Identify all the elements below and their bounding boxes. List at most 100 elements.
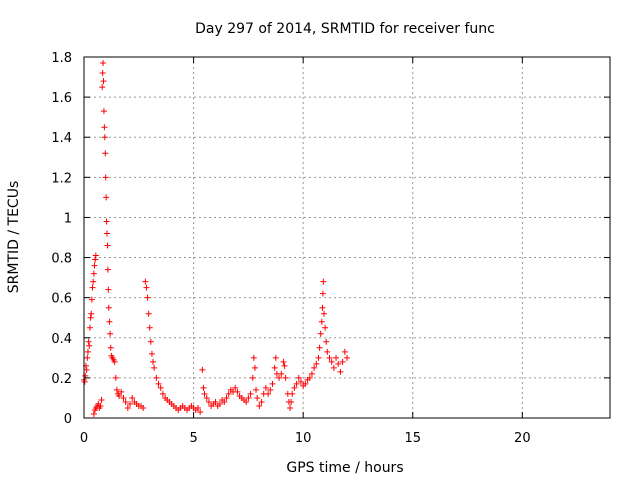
data-point bbox=[92, 256, 99, 263]
y-tick-label: 1.6 bbox=[51, 91, 72, 106]
data-point bbox=[86, 324, 93, 331]
data-point bbox=[306, 374, 313, 381]
data-point bbox=[103, 218, 110, 225]
data-point bbox=[112, 374, 119, 381]
data-point bbox=[102, 150, 109, 157]
x-tick-label: 0 bbox=[80, 431, 88, 446]
data-point bbox=[124, 404, 131, 411]
data-point bbox=[272, 354, 279, 361]
data-point bbox=[251, 364, 258, 371]
y-tick-label: 0.4 bbox=[51, 332, 72, 347]
data-point bbox=[129, 394, 136, 401]
x-axis-label: GPS time / hours bbox=[286, 460, 403, 476]
data-point bbox=[316, 344, 323, 351]
data-point bbox=[203, 394, 210, 401]
data-point bbox=[319, 290, 326, 297]
data-point bbox=[140, 404, 147, 411]
data-point bbox=[101, 134, 108, 141]
data-point bbox=[323, 338, 330, 345]
data-point bbox=[205, 398, 212, 405]
data-point bbox=[91, 262, 98, 269]
data-point bbox=[88, 310, 95, 317]
data-point bbox=[288, 398, 295, 405]
data-point bbox=[84, 354, 91, 361]
data-point bbox=[151, 364, 158, 371]
data-point bbox=[103, 194, 110, 201]
data-point bbox=[313, 360, 320, 367]
data-point bbox=[104, 242, 111, 249]
data-point bbox=[308, 370, 315, 377]
data-point bbox=[216, 400, 223, 407]
data-point bbox=[111, 358, 118, 365]
data-point bbox=[120, 394, 127, 401]
data-point bbox=[223, 394, 230, 401]
data-point bbox=[90, 410, 97, 417]
data-point bbox=[194, 404, 201, 411]
y-tick-label: 1.2 bbox=[51, 171, 72, 186]
chart-title: Day 297 of 2014, SRMTID for receiver fun… bbox=[195, 21, 495, 37]
data-point bbox=[234, 388, 241, 395]
data-point bbox=[107, 330, 114, 337]
data-point bbox=[341, 348, 348, 355]
data-point bbox=[282, 374, 289, 381]
data-point bbox=[265, 390, 272, 397]
data-point bbox=[90, 278, 97, 285]
data-point bbox=[98, 396, 105, 403]
data-point bbox=[90, 270, 97, 277]
data-point bbox=[200, 384, 207, 391]
data-point bbox=[330, 364, 337, 371]
data-point bbox=[271, 364, 278, 371]
data-point bbox=[311, 364, 318, 371]
data-point bbox=[262, 384, 269, 391]
data-point bbox=[97, 402, 104, 409]
data-point bbox=[150, 358, 157, 365]
data-point bbox=[328, 358, 335, 365]
data-point bbox=[319, 304, 326, 311]
data-point bbox=[102, 174, 109, 181]
y-tick-label: 1 bbox=[64, 211, 72, 226]
data-point bbox=[105, 304, 112, 311]
data-point bbox=[127, 400, 134, 407]
data-point bbox=[92, 252, 99, 259]
data-point bbox=[106, 318, 113, 325]
data-point bbox=[249, 374, 256, 381]
x-tick-label: 15 bbox=[404, 431, 421, 446]
data-point bbox=[100, 78, 107, 85]
data-point bbox=[302, 380, 309, 387]
data-point bbox=[85, 338, 92, 345]
data-point bbox=[199, 366, 206, 373]
data-point bbox=[247, 390, 254, 397]
data-point bbox=[335, 360, 342, 367]
data-point bbox=[148, 350, 155, 357]
data-point bbox=[197, 408, 204, 415]
data-point bbox=[100, 108, 107, 115]
data-point bbox=[88, 296, 95, 303]
data-point bbox=[89, 284, 96, 291]
data-point bbox=[101, 124, 108, 131]
data-point bbox=[267, 386, 274, 393]
data-point bbox=[99, 70, 106, 77]
data-point bbox=[99, 84, 106, 91]
data-point bbox=[322, 324, 329, 331]
data-point bbox=[243, 398, 250, 405]
data-point bbox=[144, 294, 151, 301]
data-point bbox=[337, 368, 344, 375]
data-point bbox=[145, 310, 152, 317]
data-point bbox=[221, 398, 228, 405]
y-tick-label: 0.6 bbox=[51, 292, 72, 307]
data-point bbox=[293, 380, 300, 387]
data-point bbox=[212, 398, 219, 405]
grid bbox=[84, 57, 610, 418]
y-tick-label: 1.8 bbox=[51, 51, 72, 66]
data-point bbox=[320, 278, 327, 285]
data-point bbox=[104, 266, 111, 273]
y-axis-label: SRMTID / TECUs bbox=[6, 181, 22, 294]
tick-labels: 0 5 10 15 20 0 0.2 0.4 0.6 0.8 1 1.2 1.4 1.6 1.8 bbox=[51, 51, 530, 446]
data-point bbox=[289, 390, 296, 397]
data-point bbox=[143, 284, 150, 291]
data-point bbox=[276, 374, 283, 381]
data-point bbox=[269, 380, 276, 387]
data-point bbox=[87, 314, 94, 321]
data-point bbox=[225, 390, 232, 397]
